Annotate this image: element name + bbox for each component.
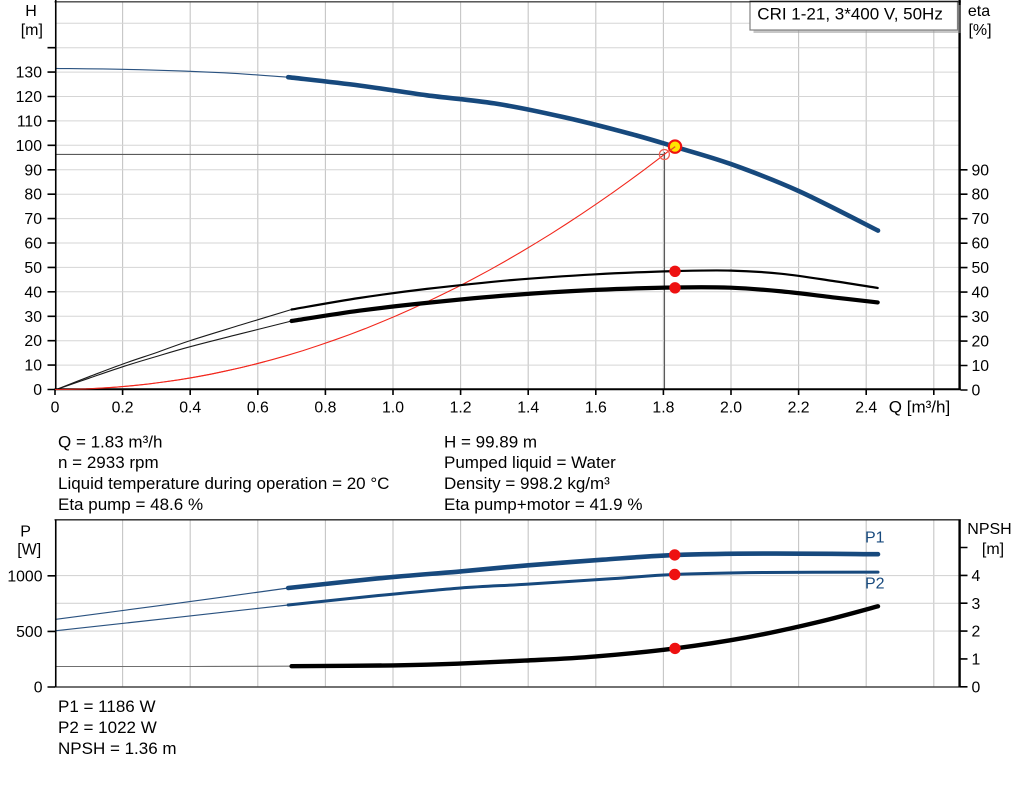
svg-text:0: 0 — [34, 680, 43, 697]
svg-text:50: 50 — [24, 260, 42, 277]
svg-text:20: 20 — [972, 334, 990, 351]
svg-text:[%]: [%] — [968, 22, 991, 39]
svg-text:2: 2 — [972, 624, 981, 641]
svg-text:NPSH: NPSH — [967, 521, 1011, 538]
svg-text:20: 20 — [24, 333, 42, 350]
svg-text:P1: P1 — [865, 530, 885, 547]
svg-text:0.6: 0.6 — [247, 399, 269, 416]
svg-text:[m]: [m] — [21, 22, 43, 39]
svg-text:30: 30 — [24, 309, 42, 326]
svg-text:0: 0 — [972, 383, 981, 400]
svg-text:[m]: [m] — [982, 541, 1004, 558]
svg-text:60: 60 — [24, 236, 42, 253]
svg-text:n = 2933 rpm: n = 2933 rpm — [58, 453, 159, 472]
svg-text:Liquid temperature during oper: Liquid temperature during operation = 20… — [58, 474, 389, 493]
svg-text:0: 0 — [51, 399, 60, 416]
svg-text:3: 3 — [972, 596, 981, 613]
svg-text:10: 10 — [24, 358, 42, 375]
svg-text:H = 99.89 m: H = 99.89 m — [444, 432, 537, 451]
svg-text:1.6: 1.6 — [585, 399, 607, 416]
svg-text:Q [m³/h]: Q [m³/h] — [889, 398, 950, 417]
svg-text:1.8: 1.8 — [652, 399, 674, 416]
svg-text:10: 10 — [972, 358, 990, 375]
svg-text:80: 80 — [24, 187, 42, 204]
svg-text:0.4: 0.4 — [179, 399, 201, 416]
svg-text:40: 40 — [24, 284, 42, 301]
svg-text:0.8: 0.8 — [314, 399, 336, 416]
svg-text:P1 = 1186 W: P1 = 1186 W — [58, 697, 156, 716]
svg-text:130: 130 — [16, 65, 43, 82]
svg-text:120: 120 — [16, 89, 43, 106]
svg-text:Eta pump = 48.6 %: Eta pump = 48.6 % — [58, 495, 203, 514]
svg-text:50: 50 — [972, 260, 990, 277]
svg-text:2.4: 2.4 — [855, 399, 877, 416]
svg-text:NPSH = 1.36 m: NPSH = 1.36 m — [58, 739, 177, 758]
svg-text:2.2: 2.2 — [788, 399, 810, 416]
svg-text:1: 1 — [972, 651, 981, 668]
svg-text:1000: 1000 — [7, 568, 42, 585]
svg-text:60: 60 — [972, 236, 990, 253]
svg-text:70: 70 — [24, 211, 42, 228]
svg-text:0: 0 — [33, 382, 42, 399]
svg-text:30: 30 — [972, 309, 990, 326]
svg-text:90: 90 — [972, 162, 990, 179]
svg-text:0.2: 0.2 — [112, 399, 134, 416]
svg-text:70: 70 — [972, 211, 990, 228]
svg-text:Pumped liquid = Water: Pumped liquid = Water — [444, 453, 616, 472]
svg-text:P2 = 1022 W: P2 = 1022 W — [58, 718, 157, 737]
svg-text:100: 100 — [16, 138, 43, 155]
svg-text:0: 0 — [972, 679, 981, 696]
svg-text:2.0: 2.0 — [720, 399, 742, 416]
svg-text:1.2: 1.2 — [450, 399, 472, 416]
svg-text:1.4: 1.4 — [517, 399, 539, 416]
svg-text:P: P — [20, 523, 31, 540]
svg-text:1.0: 1.0 — [382, 399, 404, 416]
svg-text:Eta pump+motor = 41.9 %: Eta pump+motor = 41.9 % — [444, 495, 642, 514]
svg-text:110: 110 — [17, 113, 42, 130]
svg-text:[W]: [W] — [17, 542, 41, 559]
svg-text:4: 4 — [972, 568, 981, 585]
svg-text:80: 80 — [972, 187, 990, 204]
svg-text:Density = 998.2 kg/m³: Density = 998.2 kg/m³ — [444, 474, 610, 493]
svg-text:CRI 1-21, 3*400 V, 50Hz: CRI 1-21, 3*400 V, 50Hz — [757, 5, 943, 24]
svg-text:eta: eta — [968, 3, 990, 20]
svg-text:Q = 1.83 m³/h: Q = 1.83 m³/h — [58, 432, 162, 451]
svg-text:90: 90 — [24, 162, 42, 179]
svg-text:P2: P2 — [865, 576, 885, 593]
svg-text:500: 500 — [16, 624, 43, 641]
svg-text:40: 40 — [972, 285, 990, 302]
svg-text:H: H — [25, 3, 37, 20]
